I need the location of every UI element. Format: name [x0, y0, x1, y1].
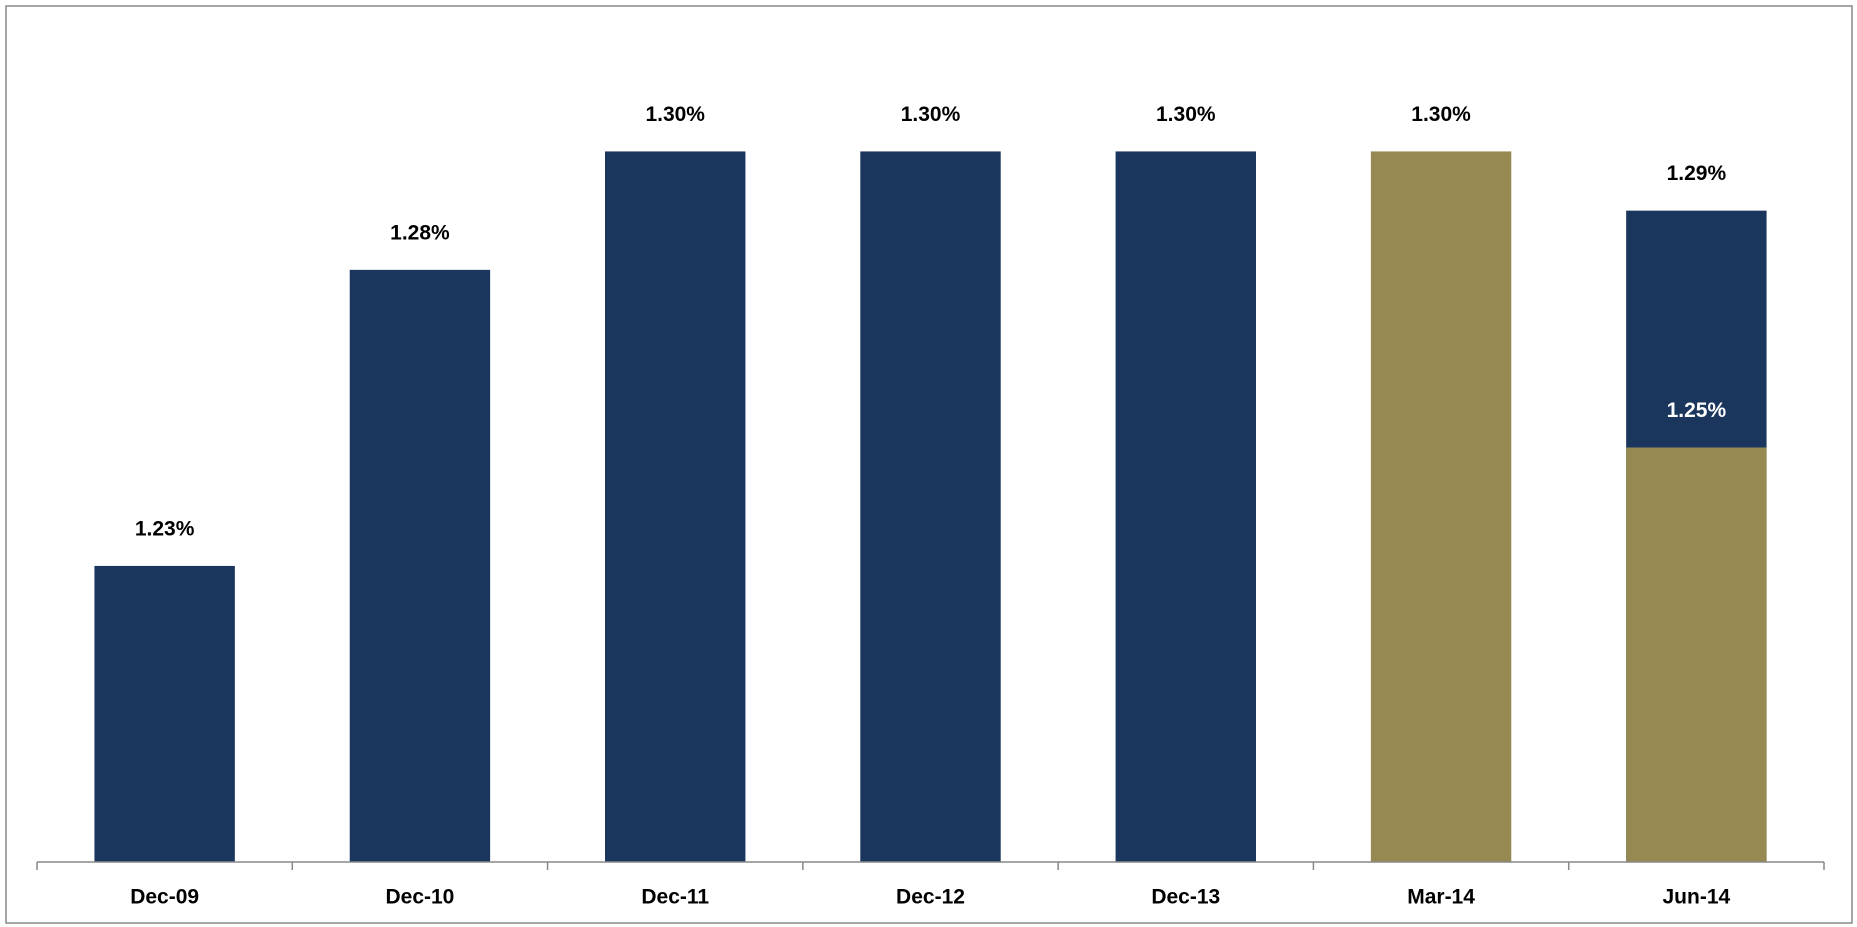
data-label: 1.30% [1411, 103, 1471, 126]
data-label: 1.30% [1156, 103, 1216, 126]
bar [860, 151, 1001, 862]
data-label: 1.29% [1667, 162, 1727, 185]
x-tick-label: Dec-12 [896, 886, 965, 909]
bar [349, 269, 491, 862]
data-label: 1.28% [390, 221, 450, 244]
x-tick-label: Dec-13 [1151, 886, 1220, 909]
x-tick-label: Dec-10 [385, 886, 454, 909]
bar [1115, 151, 1256, 862]
data-label: 1.30% [645, 103, 705, 126]
x-tick-label: Jun-14 [1663, 886, 1731, 909]
x-tick-label: Dec-09 [130, 886, 199, 909]
x-tick-label: Dec-11 [641, 886, 709, 909]
bar [94, 565, 235, 862]
data-label: 1.25% [1667, 399, 1727, 422]
data-label: 1.23% [135, 517, 195, 540]
bar [605, 151, 746, 862]
data-label: 1.30% [901, 103, 961, 126]
x-tick-label: Mar-14 [1407, 886, 1475, 909]
bar [1626, 447, 1767, 862]
bar [1370, 151, 1512, 862]
